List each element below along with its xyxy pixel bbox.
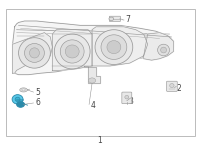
Polygon shape <box>13 33 52 73</box>
Ellipse shape <box>125 95 129 99</box>
Ellipse shape <box>65 45 79 58</box>
Ellipse shape <box>12 95 23 104</box>
Text: 7: 7 <box>126 15 131 24</box>
Ellipse shape <box>19 38 50 68</box>
Ellipse shape <box>161 47 167 53</box>
Bar <box>6 9 195 136</box>
Ellipse shape <box>22 89 25 91</box>
FancyBboxPatch shape <box>122 92 132 104</box>
Ellipse shape <box>20 88 27 92</box>
Text: 1: 1 <box>98 136 102 145</box>
Ellipse shape <box>60 40 84 63</box>
Polygon shape <box>84 66 100 83</box>
Polygon shape <box>144 33 173 60</box>
Text: 4: 4 <box>91 101 96 110</box>
Ellipse shape <box>107 41 121 54</box>
Text: 5: 5 <box>35 88 40 97</box>
Ellipse shape <box>95 30 133 65</box>
Polygon shape <box>92 27 148 66</box>
Text: 2: 2 <box>176 84 181 93</box>
Ellipse shape <box>101 35 127 59</box>
FancyBboxPatch shape <box>167 81 177 91</box>
Text: 3: 3 <box>129 97 134 106</box>
Text: 6: 6 <box>35 98 40 107</box>
Circle shape <box>88 78 96 83</box>
Ellipse shape <box>25 44 44 62</box>
Polygon shape <box>52 30 92 70</box>
FancyBboxPatch shape <box>109 16 120 21</box>
Circle shape <box>109 17 114 21</box>
Ellipse shape <box>29 48 39 58</box>
Ellipse shape <box>158 44 170 56</box>
Ellipse shape <box>170 83 174 88</box>
Ellipse shape <box>15 97 20 102</box>
Ellipse shape <box>54 34 90 69</box>
Polygon shape <box>13 21 173 75</box>
Ellipse shape <box>17 102 25 107</box>
